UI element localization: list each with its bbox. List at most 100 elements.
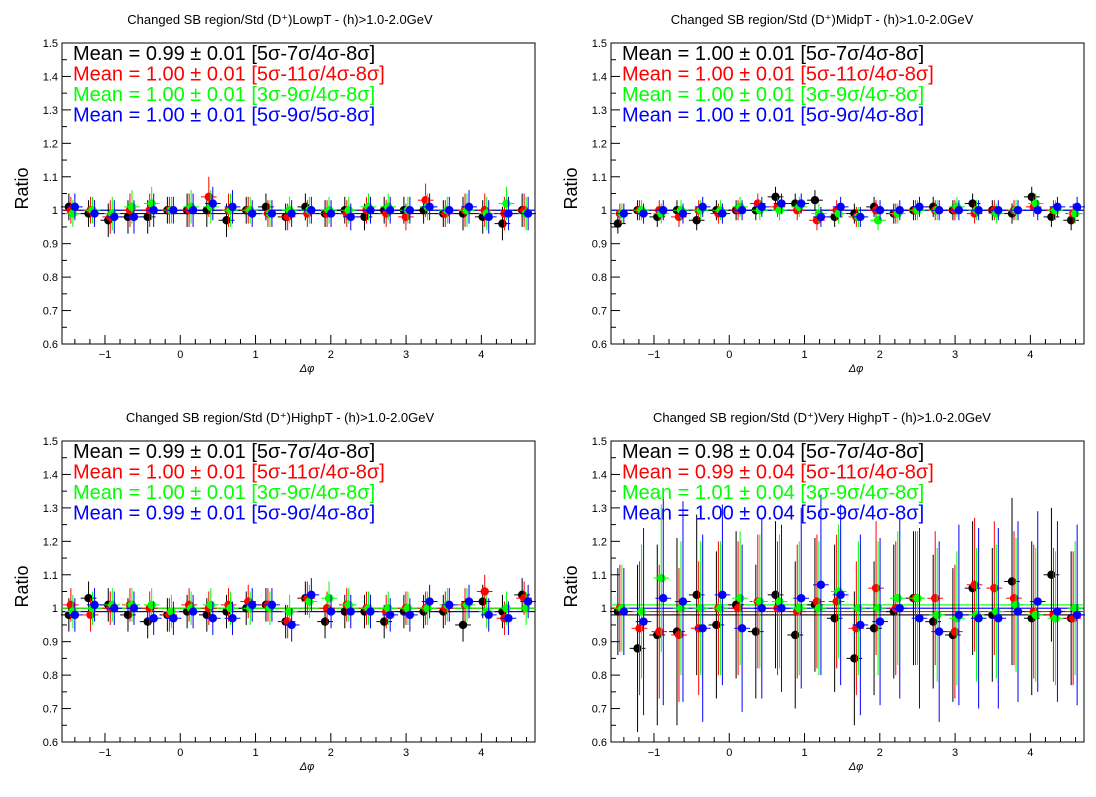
data-point xyxy=(994,614,1003,623)
y-axis-label: Ratio xyxy=(561,565,581,607)
y-tick-label: 0.9 xyxy=(43,239,58,251)
data-point xyxy=(810,195,820,205)
data-point xyxy=(830,614,839,623)
y-tick-label: 1.5 xyxy=(592,38,607,50)
data-point xyxy=(464,202,474,212)
data-point xyxy=(287,209,296,218)
data-point xyxy=(346,212,355,222)
data-point xyxy=(655,627,664,636)
x-axis-label: Δφ xyxy=(299,761,315,773)
y-tick-label: 1.5 xyxy=(592,436,607,448)
data-point xyxy=(674,630,684,640)
data-point xyxy=(127,202,137,212)
y-tick-label: 0.6 xyxy=(43,339,58,351)
data-point xyxy=(915,614,924,623)
data-point xyxy=(366,206,375,215)
data-point xyxy=(797,593,806,603)
legend-entry-3: Mean = 1.00 ± 0.01 [3σ-9σ/4σ-8σ] xyxy=(73,84,375,106)
data-point xyxy=(777,604,786,613)
y-tick-label: 1 xyxy=(601,603,607,615)
legend-entry-3: Mean = 1.01 ± 0.04 [3σ-9σ/4σ-8σ] xyxy=(622,482,924,504)
data-point xyxy=(795,604,804,613)
data-point xyxy=(405,610,415,620)
data-point xyxy=(1072,202,1082,212)
data-point xyxy=(639,617,648,626)
panel-2: Changed SB region/Std (D⁺)MidpT - (h)>1.… xyxy=(561,12,1085,375)
x-tick-label: 3 xyxy=(403,349,409,361)
data-point xyxy=(208,614,218,623)
data-point xyxy=(478,597,487,606)
data-point xyxy=(523,209,533,218)
data-point xyxy=(751,627,761,636)
data-point xyxy=(1047,570,1056,579)
data-point xyxy=(639,209,648,218)
data-point xyxy=(222,216,231,225)
data-point xyxy=(1033,206,1042,215)
data-point xyxy=(875,617,885,626)
data-point xyxy=(934,627,944,636)
data-point xyxy=(974,206,983,215)
panel-4: Changed SB region/Std (D⁺)Very HighpT - … xyxy=(561,410,1085,773)
x-tick-label: 0 xyxy=(726,747,732,759)
data-point xyxy=(836,202,845,212)
data-point xyxy=(613,219,623,228)
data-point xyxy=(346,607,355,616)
data-point xyxy=(484,212,493,222)
data-point xyxy=(405,206,415,215)
data-point xyxy=(712,620,721,630)
data-point xyxy=(757,202,767,212)
data-point xyxy=(445,206,454,215)
data-point xyxy=(1031,610,1040,620)
x-tick-label: 1 xyxy=(252,747,258,759)
data-point xyxy=(934,206,944,215)
legend-entry-1: Mean = 1.00 ± 0.01 [5σ-7σ/4σ-8σ] xyxy=(622,43,924,65)
data-point xyxy=(692,216,701,225)
data-point xyxy=(659,206,668,215)
data-point xyxy=(480,587,489,596)
data-point xyxy=(698,624,707,633)
data-point xyxy=(954,610,964,620)
y-tick-label: 1.3 xyxy=(43,105,58,117)
data-point xyxy=(248,209,257,218)
data-point xyxy=(320,617,330,626)
data-point xyxy=(735,593,745,603)
data-point xyxy=(657,573,666,583)
y-tick-label: 1 xyxy=(52,205,58,217)
data-point xyxy=(147,600,156,610)
data-point xyxy=(379,617,389,626)
data-point xyxy=(895,604,904,613)
chart-title: Changed SB region/Std (D⁺)MidpT - (h)>1.… xyxy=(671,12,974,27)
data-point xyxy=(873,604,883,613)
chart-title: Changed SB region/Std (D⁺)HighpT - (h)>1… xyxy=(126,410,435,425)
data-point xyxy=(696,604,705,613)
data-point xyxy=(737,624,747,633)
data-point xyxy=(169,614,178,623)
y-tick-label: 1.2 xyxy=(43,536,58,548)
legend-entry-3: Mean = 1.00 ± 0.01 [3σ-9σ/4σ-8σ] xyxy=(73,482,375,504)
y-axis-label: Ratio xyxy=(561,167,581,209)
y-tick-label: 1.3 xyxy=(592,503,607,515)
data-point xyxy=(228,202,237,212)
data-point xyxy=(324,593,334,603)
y-tick-label: 1.3 xyxy=(43,503,58,515)
x-tick-label: 2 xyxy=(877,349,883,361)
y-tick-label: 0.7 xyxy=(592,306,607,318)
data-point xyxy=(326,209,336,218)
x-tick-label: −1 xyxy=(99,349,112,361)
y-tick-label: 1.2 xyxy=(592,536,607,548)
x-tick-label: 4 xyxy=(478,349,484,361)
data-point xyxy=(208,199,218,208)
legend-entry-2: Mean = 1.00 ± 0.01 [5σ-11σ/4σ-8σ] xyxy=(73,462,385,484)
data-point xyxy=(871,583,881,593)
data-point xyxy=(932,610,942,620)
y-tick-label: 0.8 xyxy=(43,670,58,682)
data-point xyxy=(307,590,316,600)
data-point xyxy=(856,620,865,630)
data-point xyxy=(913,593,922,603)
x-tick-label: −1 xyxy=(99,747,112,759)
data-point xyxy=(777,199,786,208)
x-tick-label: 0 xyxy=(726,349,732,361)
data-point xyxy=(458,620,468,630)
data-point xyxy=(129,604,139,613)
x-tick-label: 2 xyxy=(877,747,883,759)
